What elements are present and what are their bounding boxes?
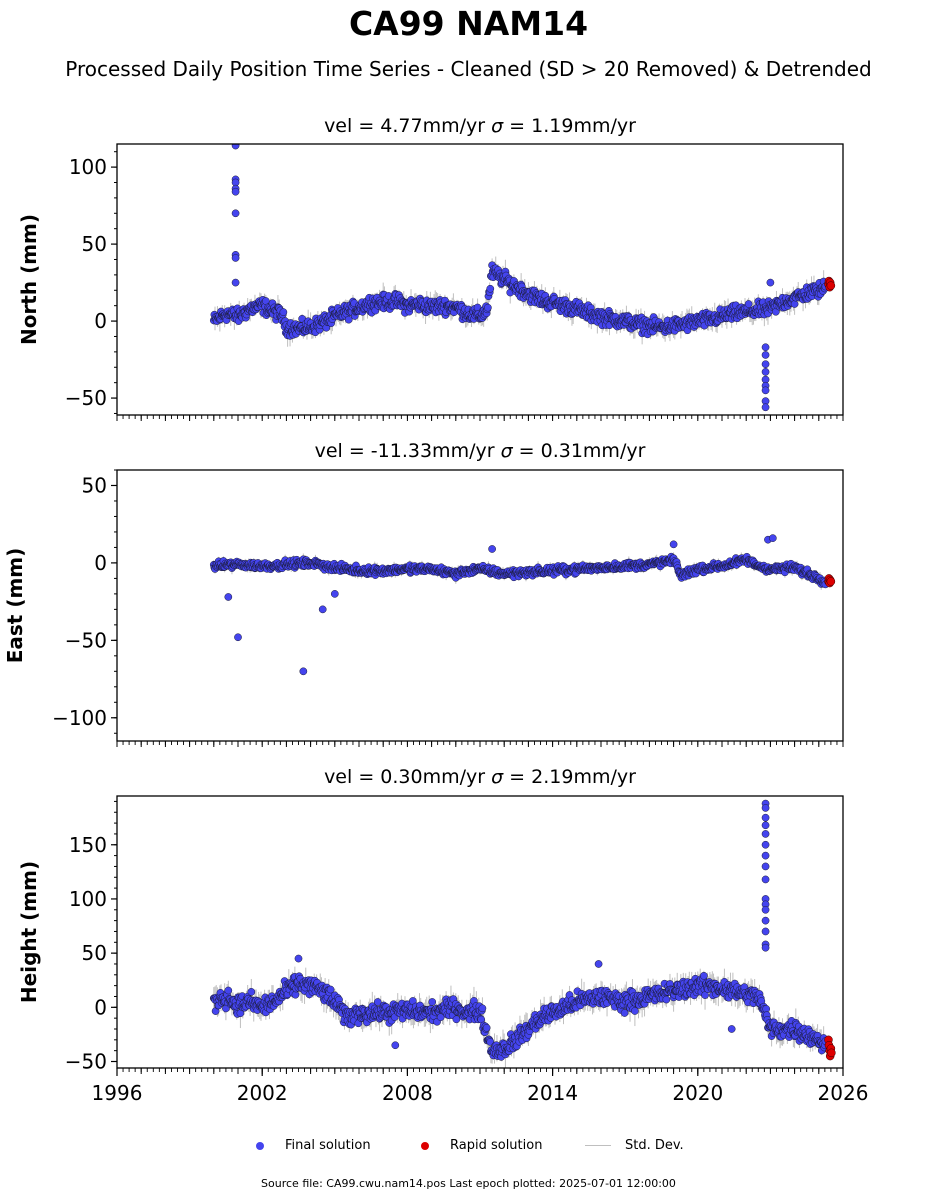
final-point [761, 943, 770, 952]
panel-title-sigma-symbol: σ [501, 440, 514, 462]
final-point [761, 840, 770, 849]
final-point [330, 590, 339, 598]
panel-title-north: vel = 4.77mm/yr σ = 1.19mm/yr [324, 115, 636, 137]
panel-title-sigma-value: = 1.19mm/yr [503, 115, 636, 137]
final-point [344, 315, 353, 324]
y-axis-label-east: East (mm) [3, 548, 27, 664]
final-point [594, 960, 603, 968]
rapid-point [826, 281, 836, 290]
panel-title-velocity: vel = 4.77mm/yr [324, 115, 491, 137]
final-point [761, 403, 770, 412]
final-point [428, 998, 437, 1006]
final-point [231, 187, 240, 196]
final-point [662, 995, 671, 1004]
final-point [486, 284, 495, 293]
final-point [631, 1007, 639, 1015]
final-point [326, 985, 335, 994]
plot-area-east [209, 534, 836, 676]
axes-frame-north [116, 143, 844, 416]
plot-area-north [209, 144, 836, 412]
final-point [761, 360, 770, 369]
final-point [224, 986, 233, 995]
chart-subtitle: Processed Daily Position Time Series - C… [65, 57, 872, 81]
final-point [761, 862, 770, 871]
rapid-points-east [824, 574, 836, 588]
rapid-point [826, 577, 836, 586]
final-point [247, 988, 256, 996]
y-tick-label: 0 [94, 551, 107, 575]
final-point [761, 368, 770, 376]
final-point [620, 1009, 629, 1017]
final-point [391, 1041, 400, 1050]
final-point [761, 916, 770, 925]
final-point [761, 875, 770, 884]
final-point [224, 593, 233, 601]
plot-area-height [209, 799, 836, 1068]
final-point [761, 343, 770, 352]
final-point [744, 300, 753, 308]
final-point [761, 927, 770, 936]
panel-title-sigma-value: = 0.31mm/yr [513, 440, 646, 462]
final-point [761, 813, 770, 822]
final-point [452, 1015, 461, 1024]
final-point [299, 667, 308, 676]
chart-title: CA99 NAM14 [348, 4, 589, 43]
final-point [294, 954, 303, 963]
rapid-points-north [824, 276, 836, 292]
chart-panel-north: 100 50 0 −50 vel = 4.77mm/yr σ = 1.19mm/yr No… [17, 115, 844, 421]
rapid-points-height [824, 1035, 836, 1061]
final-point [488, 545, 496, 553]
final-point [727, 1025, 736, 1033]
final-point [761, 830, 770, 838]
final-point [790, 300, 799, 308]
final-point [234, 633, 242, 642]
y-tick-label: −100 [52, 706, 107, 730]
final-point [279, 308, 288, 316]
final-points-height [209, 799, 830, 1061]
final-point [761, 821, 770, 830]
panel-title-sigma-symbol: σ [491, 115, 504, 137]
final-point [766, 278, 775, 287]
final-point [231, 278, 240, 287]
final-point [761, 851, 770, 860]
final-point [482, 1023, 491, 1032]
final-point [231, 209, 240, 218]
final-point [318, 605, 327, 614]
axes-frame-east [116, 469, 844, 742]
y-tick-label: −50 [65, 386, 107, 410]
final-points-north [209, 144, 830, 412]
final-point [761, 804, 770, 812]
panel-title-east: vel = -11.33mm/yr σ = 0.31mm/yr [315, 440, 646, 462]
y-tick-label: −50 [65, 628, 107, 652]
final-point [231, 144, 240, 150]
final-point [761, 386, 770, 395]
final-point [231, 254, 240, 262]
y-axis-label-north: North (mm) [17, 214, 41, 345]
final-point [768, 534, 777, 542]
final-point [373, 998, 382, 1006]
y-tick-label: 100 [69, 155, 107, 179]
chart-panel-east: 50 0 −50 −100 vel = -11.33mm/yr σ = 0.31mm/y… [3, 440, 844, 747]
y-tick-label: 50 [82, 232, 107, 256]
final-point [700, 971, 708, 980]
y-tick-label: 50 [82, 473, 107, 497]
final-point [669, 540, 678, 549]
final-point [761, 905, 770, 914]
final-point [484, 303, 492, 312]
final-point [761, 351, 770, 359]
final-point [478, 1004, 487, 1013]
panel-title-velocity: vel = -11.33mm/yr [315, 440, 501, 462]
y-tick-label: 0 [94, 309, 107, 333]
final-points-east [209, 534, 830, 676]
